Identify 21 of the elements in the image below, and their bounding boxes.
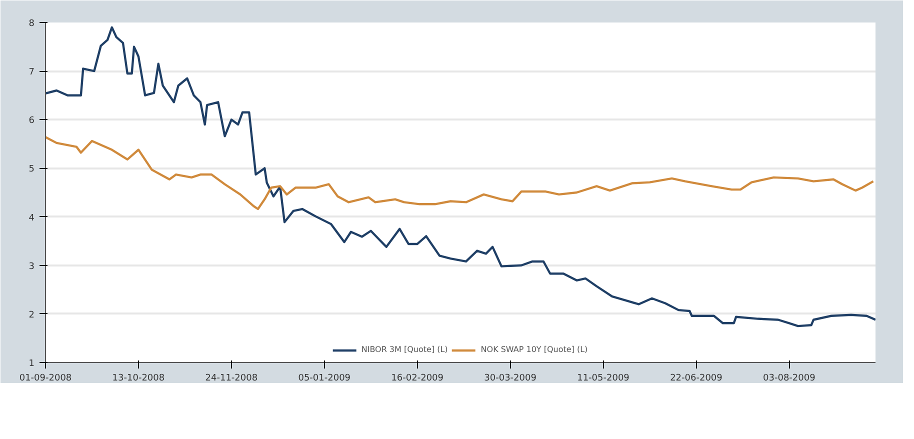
y-tick-label: 1 (28, 359, 35, 369)
x-tick-label: 01-09-2008 (19, 374, 72, 384)
y-tick-label: 2 (28, 310, 35, 320)
x-tick-label: 05-01-2009 (298, 374, 351, 384)
x-tick-label: 03-08-2009 (763, 374, 816, 384)
y-tick-label: 7 (28, 68, 35, 78)
x-tick-label: 16-02-2009 (391, 374, 444, 384)
x-tick-label: 22-06-2009 (670, 374, 723, 384)
x-tick-label: 24-11-2008 (205, 374, 258, 384)
legend-label: NIBOR 3M [Quote] (L) (361, 345, 448, 354)
x-tick-label: 11-05-2009 (577, 374, 630, 384)
x-tick-label: 30-03-2009 (484, 374, 537, 384)
y-tick-label: 6 (28, 116, 35, 126)
y-tick-label: 5 (28, 164, 35, 175)
legend-label: NOK SWAP 10Y [Quote] (L) (480, 345, 588, 354)
x-tick-label: 13-10-2008 (112, 374, 165, 384)
line-series (46, 26, 876, 328)
y-tick-label: 4 (28, 213, 35, 224)
line-series (46, 136, 874, 210)
y-tick-label: 8 (28, 19, 35, 29)
y-tick-label: 3 (28, 262, 35, 272)
